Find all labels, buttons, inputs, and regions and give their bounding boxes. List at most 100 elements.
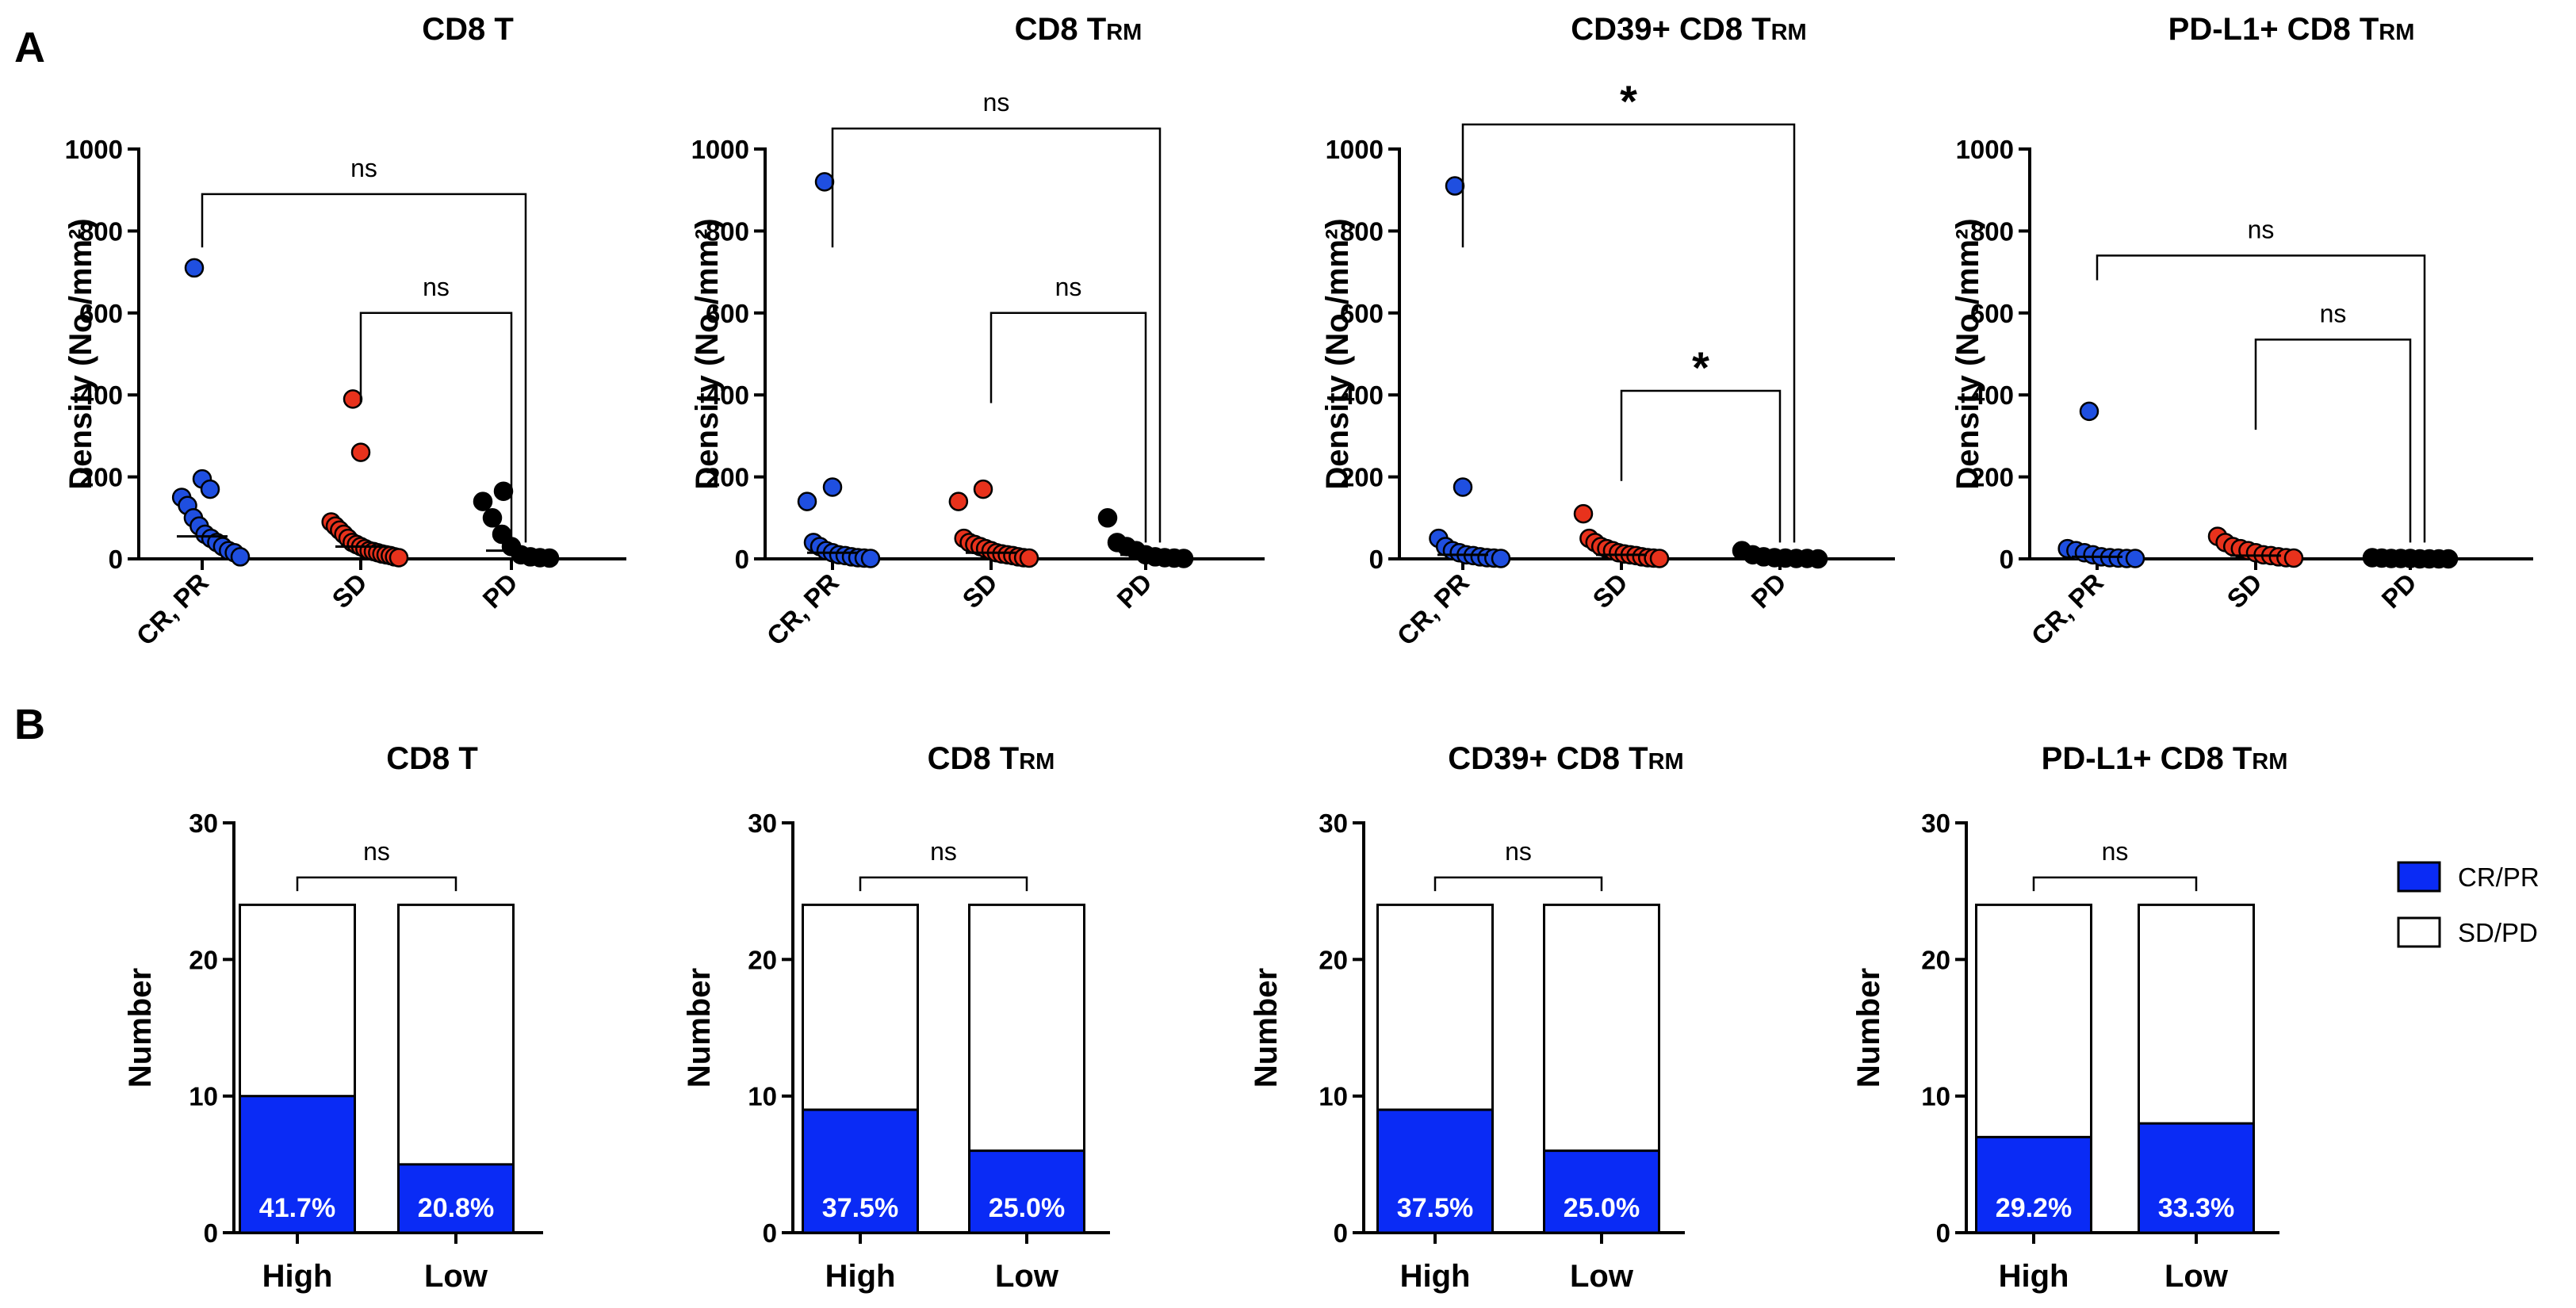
chart-a3: CD39+ CD8 TRM 0 200 400 600 800 1000 Density (N… — [1320, 12, 1895, 651]
legend-swatch-sdpd — [2397, 916, 2441, 948]
y-axis-label: Density (No./mm²) — [63, 218, 98, 489]
panel-letter-a: A — [14, 24, 45, 71]
chart-title-sub: RM — [2379, 20, 2414, 45]
data-point-sd — [1573, 503, 1594, 524]
chart-title-sub: RM — [1106, 20, 1142, 45]
percent-label: 41.7% — [259, 1193, 335, 1223]
x-tick-label: CR, PR — [131, 568, 214, 651]
chart-a4: PD-L1+ CD8 TRM 0 200 400 600 800 1000 Density (… — [1950, 12, 2533, 651]
y-tick-label: 1000 — [691, 135, 749, 164]
chart-title-main: CD39+ CD8 T — [1448, 741, 1648, 776]
significance-bracket — [989, 312, 1147, 543]
x-tick-label: CR, PR — [1391, 568, 1475, 651]
y-tick-label: 600 — [1340, 299, 1384, 328]
y-tick-label: 400 — [79, 381, 123, 410]
y-tick-label: 0 — [109, 545, 123, 574]
x-tick-label: PD — [477, 568, 523, 614]
significance-bracket — [296, 876, 457, 892]
data-point-crpr — [814, 172, 835, 192]
data-point-sd — [973, 479, 993, 499]
y-axis-label: Density (No./mm²) — [1320, 218, 1355, 489]
data-point-crpr — [230, 547, 251, 567]
bar-crpr — [968, 1149, 1085, 1234]
chart-b3: CD39+ CD8 TRM 0 10 20 30 Number 37.5% High 25.0%… — [1249, 741, 1685, 1294]
data-point-crpr — [860, 549, 881, 568]
y-tick-label: 20 — [748, 945, 777, 974]
y-tick-label: 20 — [1921, 945, 1950, 974]
x-tick-label: Low — [1570, 1259, 1634, 1294]
significance-bracket — [201, 193, 527, 543]
x-tick-label: High — [1400, 1259, 1471, 1294]
chart-title: CD8 TRM — [928, 741, 1055, 776]
x-tick-label: PD — [1111, 568, 1158, 614]
significance-label: ns — [1505, 837, 1532, 866]
y-tick-label: 0 — [735, 545, 749, 574]
chart-a1: CD8 T 0 200 400 600 800 1000 Density (No./mm²) C… — [63, 12, 626, 651]
y-tick-label: 20 — [1319, 945, 1348, 974]
data-point-pd — [493, 481, 514, 501]
x-tick-label: PD — [1745, 568, 1792, 614]
y-axis-label: Density (No./mm²) — [690, 218, 725, 489]
y-tick-label: 800 — [706, 216, 749, 246]
data-point-crpr — [2125, 549, 2145, 568]
significance-label: ns — [350, 154, 377, 182]
y-tick-label: 800 — [79, 216, 123, 246]
y-tick-label: 200 — [1340, 463, 1384, 492]
chart-title-main: CD39+ CD8 T — [1571, 12, 1770, 47]
data-point-sd — [948, 491, 969, 511]
data-point-sd — [389, 548, 409, 568]
data-point-pd — [1808, 549, 1828, 569]
chart-title: CD8 T — [422, 12, 514, 47]
data-point-pd — [482, 508, 503, 528]
data-point-pd — [1097, 508, 1118, 528]
significance-bracket — [359, 312, 513, 543]
y-tick-label: 30 — [748, 809, 777, 838]
chart-title-sub: RM — [1648, 749, 1684, 774]
y-tick-label: 30 — [1319, 809, 1348, 838]
significance-label: ns — [2102, 837, 2129, 866]
data-point-crpr — [797, 491, 817, 511]
data-point-crpr — [822, 477, 843, 497]
y-axis-label: Density (No./mm²) — [1950, 218, 1985, 489]
significance-label: * — [1692, 342, 1709, 392]
x-tick-label: SD — [2221, 568, 2268, 614]
significance-bracket — [2032, 876, 2198, 892]
chart-b2: CD8 TRM 0 10 20 30 Number 37.5% High 25.0% Low ns — [682, 741, 1110, 1294]
y-tick-label: 400 — [706, 381, 749, 410]
chart-title: PD-L1+ CD8 TRM — [2168, 12, 2415, 47]
data-point-sd — [1019, 548, 1039, 568]
data-point-sd — [343, 389, 363, 409]
y-axis-label: Number — [682, 968, 717, 1088]
y-tick-label: 800 — [1970, 216, 2014, 246]
x-tick-label: High — [825, 1259, 896, 1294]
y-tick-label: 1000 — [1956, 135, 2014, 164]
chart-a2: CD8 TRM 0 200 400 600 800 1000 Density (No./mm²… — [690, 12, 1265, 651]
y-tick-label: 200 — [706, 463, 749, 492]
significance-bracket — [1461, 123, 1796, 543]
significance-bracket — [859, 876, 1028, 892]
y-tick-label: 10 — [1319, 1082, 1348, 1111]
significance-label: ns — [423, 273, 450, 301]
chart-title: CD8 TRM — [1015, 12, 1143, 47]
x-tick-label: PD — [2375, 568, 2422, 614]
y-tick-label: 0 — [2000, 545, 2014, 574]
significance-bracket — [2096, 254, 2426, 543]
y-tick-label: 1000 — [65, 135, 123, 164]
data-point-crpr — [1445, 176, 1465, 196]
x-tick-label: SD — [1587, 568, 1633, 614]
y-tick-label: 10 — [1921, 1082, 1950, 1111]
percent-label: 20.8% — [418, 1193, 494, 1223]
data-point-sd — [1649, 549, 1670, 568]
y-tick-label: 20 — [189, 945, 218, 974]
y-tick-label: 0 — [1936, 1218, 1950, 1248]
x-tick-label: Low — [424, 1259, 488, 1294]
chart-title-main: CD8 T — [1015, 12, 1107, 47]
chart-title: CD8 T — [386, 741, 478, 776]
x-tick-label: High — [1999, 1259, 2069, 1294]
significance-bracket — [831, 127, 1162, 543]
chart-title: PD-L1+ CD8 TRM — [2042, 741, 2288, 776]
y-axis-label: Number — [1249, 968, 1284, 1088]
y-tick-label: 30 — [189, 809, 218, 838]
